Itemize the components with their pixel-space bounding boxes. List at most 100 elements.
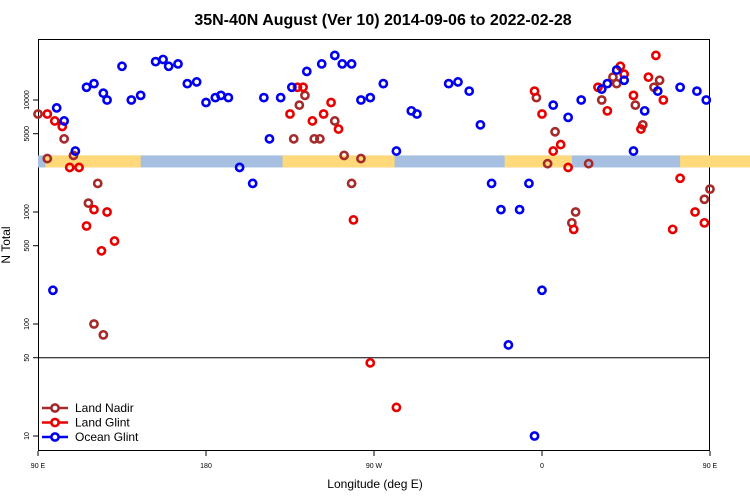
- ocean-glint-point: [275, 92, 286, 103]
- legend-swatch-marker: [50, 417, 60, 428]
- land-nadir-point: [329, 116, 340, 126]
- land-band-segment: [282, 155, 395, 168]
- ocean-glint-point: [102, 95, 112, 105]
- ocean-glint-point: [514, 204, 525, 215]
- ocean-glint-point: [117, 61, 127, 72]
- ocean-glint-point: [48, 285, 58, 296]
- ocean-glint-point: [346, 59, 357, 69]
- land-nadir-point: [92, 178, 103, 189]
- x-tick-label: 90 W: [366, 463, 383, 470]
- land-nadir-point: [98, 329, 109, 340]
- y-axis: 10 50 100 500 1000 5000 10000: [24, 90, 38, 440]
- land-nadir-point: [705, 184, 715, 195]
- ocean-glint-point: [126, 95, 137, 105]
- land-glint-point: [548, 146, 559, 156]
- ocean-glint-point: [301, 66, 312, 77]
- land-nadir-point: [42, 153, 53, 164]
- y-tick-label: 1000: [24, 204, 31, 220]
- land-glint-point: [333, 124, 344, 134]
- y-tick-label: 5000: [24, 126, 31, 142]
- ocean-glint-point: [51, 103, 62, 113]
- land-glint-point: [348, 215, 359, 225]
- ocean-glint-point: [475, 119, 486, 130]
- land-ocean-band: [38, 155, 750, 168]
- land-nadir-point: [596, 95, 607, 105]
- x-axis: 90 E 180 90 W 0 90 E: [31, 451, 718, 470]
- ocean-glint-point: [611, 65, 622, 75]
- land-nadir-point: [356, 153, 366, 164]
- land-nadir-point: [33, 109, 43, 119]
- ocean-glint-point: [150, 56, 161, 67]
- land-glint-point: [699, 217, 710, 228]
- ocean-glint-point: [247, 178, 258, 189]
- ocean-glint-point: [356, 95, 366, 105]
- land-band-segment: [680, 155, 750, 168]
- ocean-glint-point: [316, 59, 327, 69]
- land-nadir-point: [89, 319, 99, 329]
- land-glint-point: [568, 224, 579, 235]
- land-glint-point: [537, 109, 547, 119]
- legend-label: Ocean Glint: [75, 430, 139, 444]
- land-glint-point: [636, 124, 646, 134]
- ocean-glint-point: [234, 162, 245, 173]
- y-tick-label: 500: [24, 240, 31, 252]
- land-nadir-point: [699, 194, 710, 205]
- legend-swatch-marker: [50, 432, 60, 442]
- x-axis-label: Longitude (deg E): [327, 477, 422, 491]
- ocean-glint-point: [412, 109, 422, 119]
- land-band-segment: [45, 155, 141, 168]
- y-tick-label: 50: [24, 354, 31, 362]
- land-nadir-point: [294, 100, 305, 111]
- land-glint-point: [318, 109, 329, 119]
- y-tick-label: 10000: [24, 90, 31, 110]
- land-glint-point: [42, 109, 53, 119]
- land-nadir-point: [630, 100, 641, 111]
- land-nadir-point: [314, 133, 325, 144]
- land-nadir-point: [654, 75, 665, 86]
- x-tick-label: 0: [540, 463, 544, 470]
- land-nadir-point: [611, 78, 622, 89]
- land-nadir-point: [83, 198, 94, 209]
- land-glint-point: [89, 204, 99, 215]
- ocean-glint-point: [158, 54, 168, 65]
- land-glint-point: [365, 357, 376, 368]
- land-glint-point: [109, 236, 120, 246]
- land-glint-point: [81, 221, 92, 231]
- land-band-segment: [504, 155, 572, 168]
- ocean-glint-point: [576, 95, 587, 105]
- ocean-glint-point: [464, 86, 475, 97]
- land-glint-point: [675, 173, 686, 184]
- land-glint-point: [292, 82, 303, 93]
- ocean-glint-point: [639, 105, 650, 116]
- ocean-glint-point: [453, 77, 463, 87]
- y-tick-label: 10: [24, 432, 31, 440]
- land-glint-point: [298, 82, 308, 93]
- ocean-glint-point: [652, 86, 663, 97]
- land-nadir-point: [288, 133, 299, 144]
- ocean-glint-point: [378, 78, 389, 89]
- land-nadir-point: [570, 207, 581, 217]
- legend-label: Land Glint: [75, 416, 130, 430]
- ocean-glint-point: [496, 204, 506, 215]
- ocean-glint-point: [443, 78, 454, 89]
- ocean-glint-point: [675, 82, 686, 93]
- legend-swatch-marker: [50, 403, 60, 413]
- land-glint-point: [49, 116, 60, 126]
- ocean-glint-point: [163, 61, 174, 72]
- ocean-glint-point: [391, 146, 402, 156]
- land-glint-point: [74, 162, 84, 173]
- ocean-glint-point: [602, 78, 613, 89]
- ocean-glint-point: [135, 90, 146, 101]
- land-glint-point: [529, 86, 540, 97]
- ocean-glint-point: [692, 86, 702, 97]
- ocean-glint-point: [596, 84, 607, 95]
- land-glint-point: [628, 90, 639, 101]
- land-glint-point: [555, 139, 566, 150]
- land-glint-point: [102, 207, 112, 217]
- ocean-glint-point: [619, 75, 630, 86]
- ocean-glint-point: [529, 431, 540, 441]
- land-nadir-point: [300, 90, 310, 101]
- ocean-glint-point: [223, 92, 234, 103]
